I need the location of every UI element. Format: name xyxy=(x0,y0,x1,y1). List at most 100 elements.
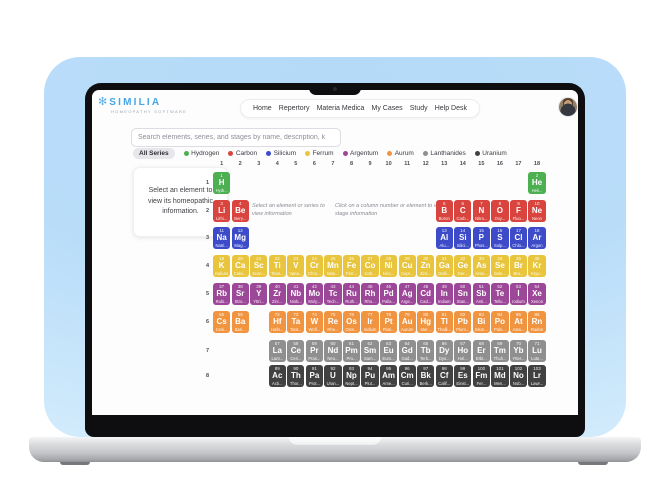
element-tile-Am[interactable]: 95 Am Ame... xyxy=(379,364,398,387)
element-tile-V[interactable]: 23 V Vana... xyxy=(287,255,305,278)
series-row-number-8[interactable]: 8 xyxy=(205,372,209,379)
element-tile-Pu[interactable]: 94 Pu Plut... xyxy=(361,364,379,387)
element-tile-Rb[interactable]: 37 Rb Rubi... xyxy=(213,282,231,305)
filter-series-uranium[interactable]: Uranium xyxy=(474,150,507,157)
element-tile-Nb[interactable]: 41 Nb Niob... xyxy=(287,282,305,305)
element-tile-Cm[interactable]: 96 Cm Curi... xyxy=(398,364,416,387)
element-tile-Es[interactable]: 99 Es Einst... xyxy=(454,364,472,387)
stage-column-number-2[interactable]: 2 xyxy=(238,161,242,167)
element-tile-Bi[interactable]: 83 Bi Bism... xyxy=(472,310,490,333)
filter-series-hydrogen[interactable]: Hydrogen xyxy=(183,150,219,157)
element-tile-U[interactable]: 92 U Uran... xyxy=(324,364,342,387)
element-tile-Ca[interactable]: 20 Ca Calci... xyxy=(231,255,249,278)
element-tile-Br[interactable]: 35 Br Bro... xyxy=(509,255,528,278)
nav-item-materia-medica[interactable]: Materia Medica xyxy=(316,105,365,112)
element-tile-At[interactable]: 85 At Asta... xyxy=(509,310,528,333)
element-tile-Ru[interactable]: 44 Ru Ruth... xyxy=(342,282,361,305)
element-tile-Ba[interactable]: 56 Ba Bari... xyxy=(231,310,249,333)
element-tile-Cr[interactable]: 24 Cr Chro... xyxy=(305,255,324,278)
element-tile-Er[interactable]: 68 Er Erbi... xyxy=(472,340,490,362)
stage-column-number-3[interactable]: 3 xyxy=(257,161,261,167)
element-tile-Cs[interactable]: 55 Cs Cesi... xyxy=(213,310,231,333)
element-tile-Au[interactable]: 79 Au Aurum xyxy=(398,310,416,333)
element-tile-Ge[interactable]: 32 Ge Ger... xyxy=(454,255,472,278)
filter-series-ferrum[interactable]: Ferrum xyxy=(305,150,334,157)
element-tile-Ti[interactable]: 22 Ti Titan... xyxy=(268,255,286,278)
element-tile-Zr[interactable]: 40 Zr Zirc... xyxy=(268,282,286,305)
element-tile-Kr[interactable]: 36 Kr Kryp... xyxy=(528,255,546,278)
element-tile-Ho[interactable]: 67 Ho Hol... xyxy=(454,340,472,362)
stage-column-number-6[interactable]: 6 xyxy=(312,161,316,167)
element-tile-Bk[interactable]: 97 Bk Berk... xyxy=(417,364,435,387)
element-tile-Fe[interactable]: 26 Fe Ferr... xyxy=(342,255,361,278)
filter-series-aurum[interactable]: Aurum xyxy=(387,150,414,157)
nav-item-study[interactable]: Study xyxy=(409,105,428,112)
element-tile-Tl[interactable]: 81 Tl Thalli... xyxy=(435,310,453,333)
element-tile-H[interactable]: 1 H Hydr... xyxy=(213,172,231,194)
filter-series-lanthanides[interactable]: Lanthanides xyxy=(422,150,466,157)
element-tile-Ac[interactable]: 89 Ac Acti... xyxy=(268,364,286,387)
element-tile-Na[interactable]: 11 Na Natri... xyxy=(213,227,231,250)
series-row-number-4[interactable]: 4 xyxy=(205,263,209,270)
element-tile-Eu[interactable]: 63 Eu Euro... xyxy=(379,340,398,362)
series-row-number-7[interactable]: 7 xyxy=(205,348,209,354)
element-tile-Hg[interactable]: 80 Hg Mer... xyxy=(417,310,435,333)
element-tile-B[interactable]: 5 B Boron xyxy=(435,199,453,222)
element-tile-F[interactable]: 9 F Fluo... xyxy=(509,199,528,222)
element-tile-Gd[interactable]: 64 Gd Gad... xyxy=(398,340,416,362)
element-tile-Ce[interactable]: 58 Ce Ceri... xyxy=(287,340,305,362)
element-tile-Ga[interactable]: 31 Ga Galli... xyxy=(435,255,453,278)
element-tile-As[interactable]: 33 As Arse... xyxy=(472,255,490,278)
element-tile-La[interactable]: 57 La Lant... xyxy=(268,340,286,362)
nav-item-my-cases[interactable]: My Cases xyxy=(371,105,403,112)
element-tile-Be[interactable]: 4 Be Bery... xyxy=(231,199,249,222)
filter-series-argentum[interactable]: Argentum xyxy=(342,150,378,157)
element-tile-Rh[interactable]: 45 Rh Rho... xyxy=(361,282,379,305)
search-input[interactable] xyxy=(131,128,341,147)
element-tile-Pt[interactable]: 78 Pt Plati... xyxy=(379,310,398,333)
filter-all-series[interactable]: All Series xyxy=(133,148,175,159)
element-tile-W[interactable]: 74 W Wolf... xyxy=(305,310,324,333)
element-tile-Tb[interactable]: 65 Tb Terb... xyxy=(417,340,435,362)
series-row-number-3[interactable]: 3 xyxy=(205,235,209,242)
element-tile-Ni[interactable]: 28 Ni Nicc... xyxy=(379,255,398,278)
element-tile-Tm[interactable]: 69 Tm Thuli... xyxy=(491,340,509,362)
element-tile-Cd[interactable]: 48 Cd Cad... xyxy=(417,282,435,305)
element-tile-Dy[interactable]: 66 Dy Dys... xyxy=(435,340,453,362)
nav-item-repertory[interactable]: Repertory xyxy=(278,105,310,112)
element-tile-Sc[interactable]: 21 Sc Scan... xyxy=(250,255,268,278)
stage-column-number-8[interactable]: 8 xyxy=(349,161,354,167)
element-tile-Xe[interactable]: 54 Xe Xenon xyxy=(528,282,546,305)
element-tile-Se[interactable]: 34 Se Sele... xyxy=(491,255,509,278)
element-tile-Te[interactable]: 52 Te Tellu... xyxy=(491,282,509,305)
stage-column-number-11[interactable]: 11 xyxy=(404,161,411,167)
stage-column-number-9[interactable]: 9 xyxy=(368,161,372,167)
element-tile-Pd[interactable]: 46 Pd Palla... xyxy=(379,282,398,305)
stage-column-number-1[interactable]: 1 xyxy=(220,161,224,167)
element-tile-Ag[interactable]: 47 Ag Arge... xyxy=(398,282,416,305)
element-tile-N[interactable]: 7 N Nitro... xyxy=(472,199,490,222)
filter-series-silicium[interactable]: Silicium xyxy=(266,150,296,157)
element-tile-Lu[interactable]: 71 Lu Lute... xyxy=(528,340,546,362)
element-tile-Cu[interactable]: 29 Cu Cupr... xyxy=(398,255,416,278)
element-tile-C[interactable]: 6 C Carb... xyxy=(454,199,472,222)
element-tile-Cf[interactable]: 98 Cf Calif... xyxy=(435,364,453,387)
element-tile-Sn[interactable]: 50 Sn Stan... xyxy=(454,282,472,305)
element-tile-Hf[interactable]: 72 Hf Hafn... xyxy=(268,310,286,333)
element-tile-Pm[interactable]: 61 Pm Pro... xyxy=(342,340,361,362)
element-tile-Mn[interactable]: 25 Mn Man... xyxy=(324,255,342,278)
element-tile-Rn[interactable]: 86 Rn Radon xyxy=(528,310,546,333)
element-tile-Yb[interactable]: 70 Yb Ytter... xyxy=(509,340,528,362)
stage-column-number-16[interactable]: 16 xyxy=(496,161,503,167)
nav-item-home[interactable]: Home xyxy=(253,105,272,112)
element-tile-S[interactable]: 16 S Sulp... xyxy=(491,227,509,250)
element-tile-I[interactable]: 53 I Iodium xyxy=(509,282,528,305)
series-row-number-2[interactable]: 2 xyxy=(205,207,209,214)
element-tile-Re[interactable]: 75 Re Rhe... xyxy=(324,310,342,333)
element-tile-Zn[interactable]: 30 Zn Zinc... xyxy=(417,255,435,278)
element-tile-Np[interactable]: 93 Np Nept... xyxy=(342,364,361,387)
element-tile-Lr[interactable]: 103 Lr Lawr... xyxy=(528,364,546,387)
element-tile-He[interactable]: 2 He Heli... xyxy=(528,172,546,194)
stage-column-number-7[interactable]: 7 xyxy=(331,161,335,167)
stage-column-number-10[interactable]: 10 xyxy=(385,161,392,167)
